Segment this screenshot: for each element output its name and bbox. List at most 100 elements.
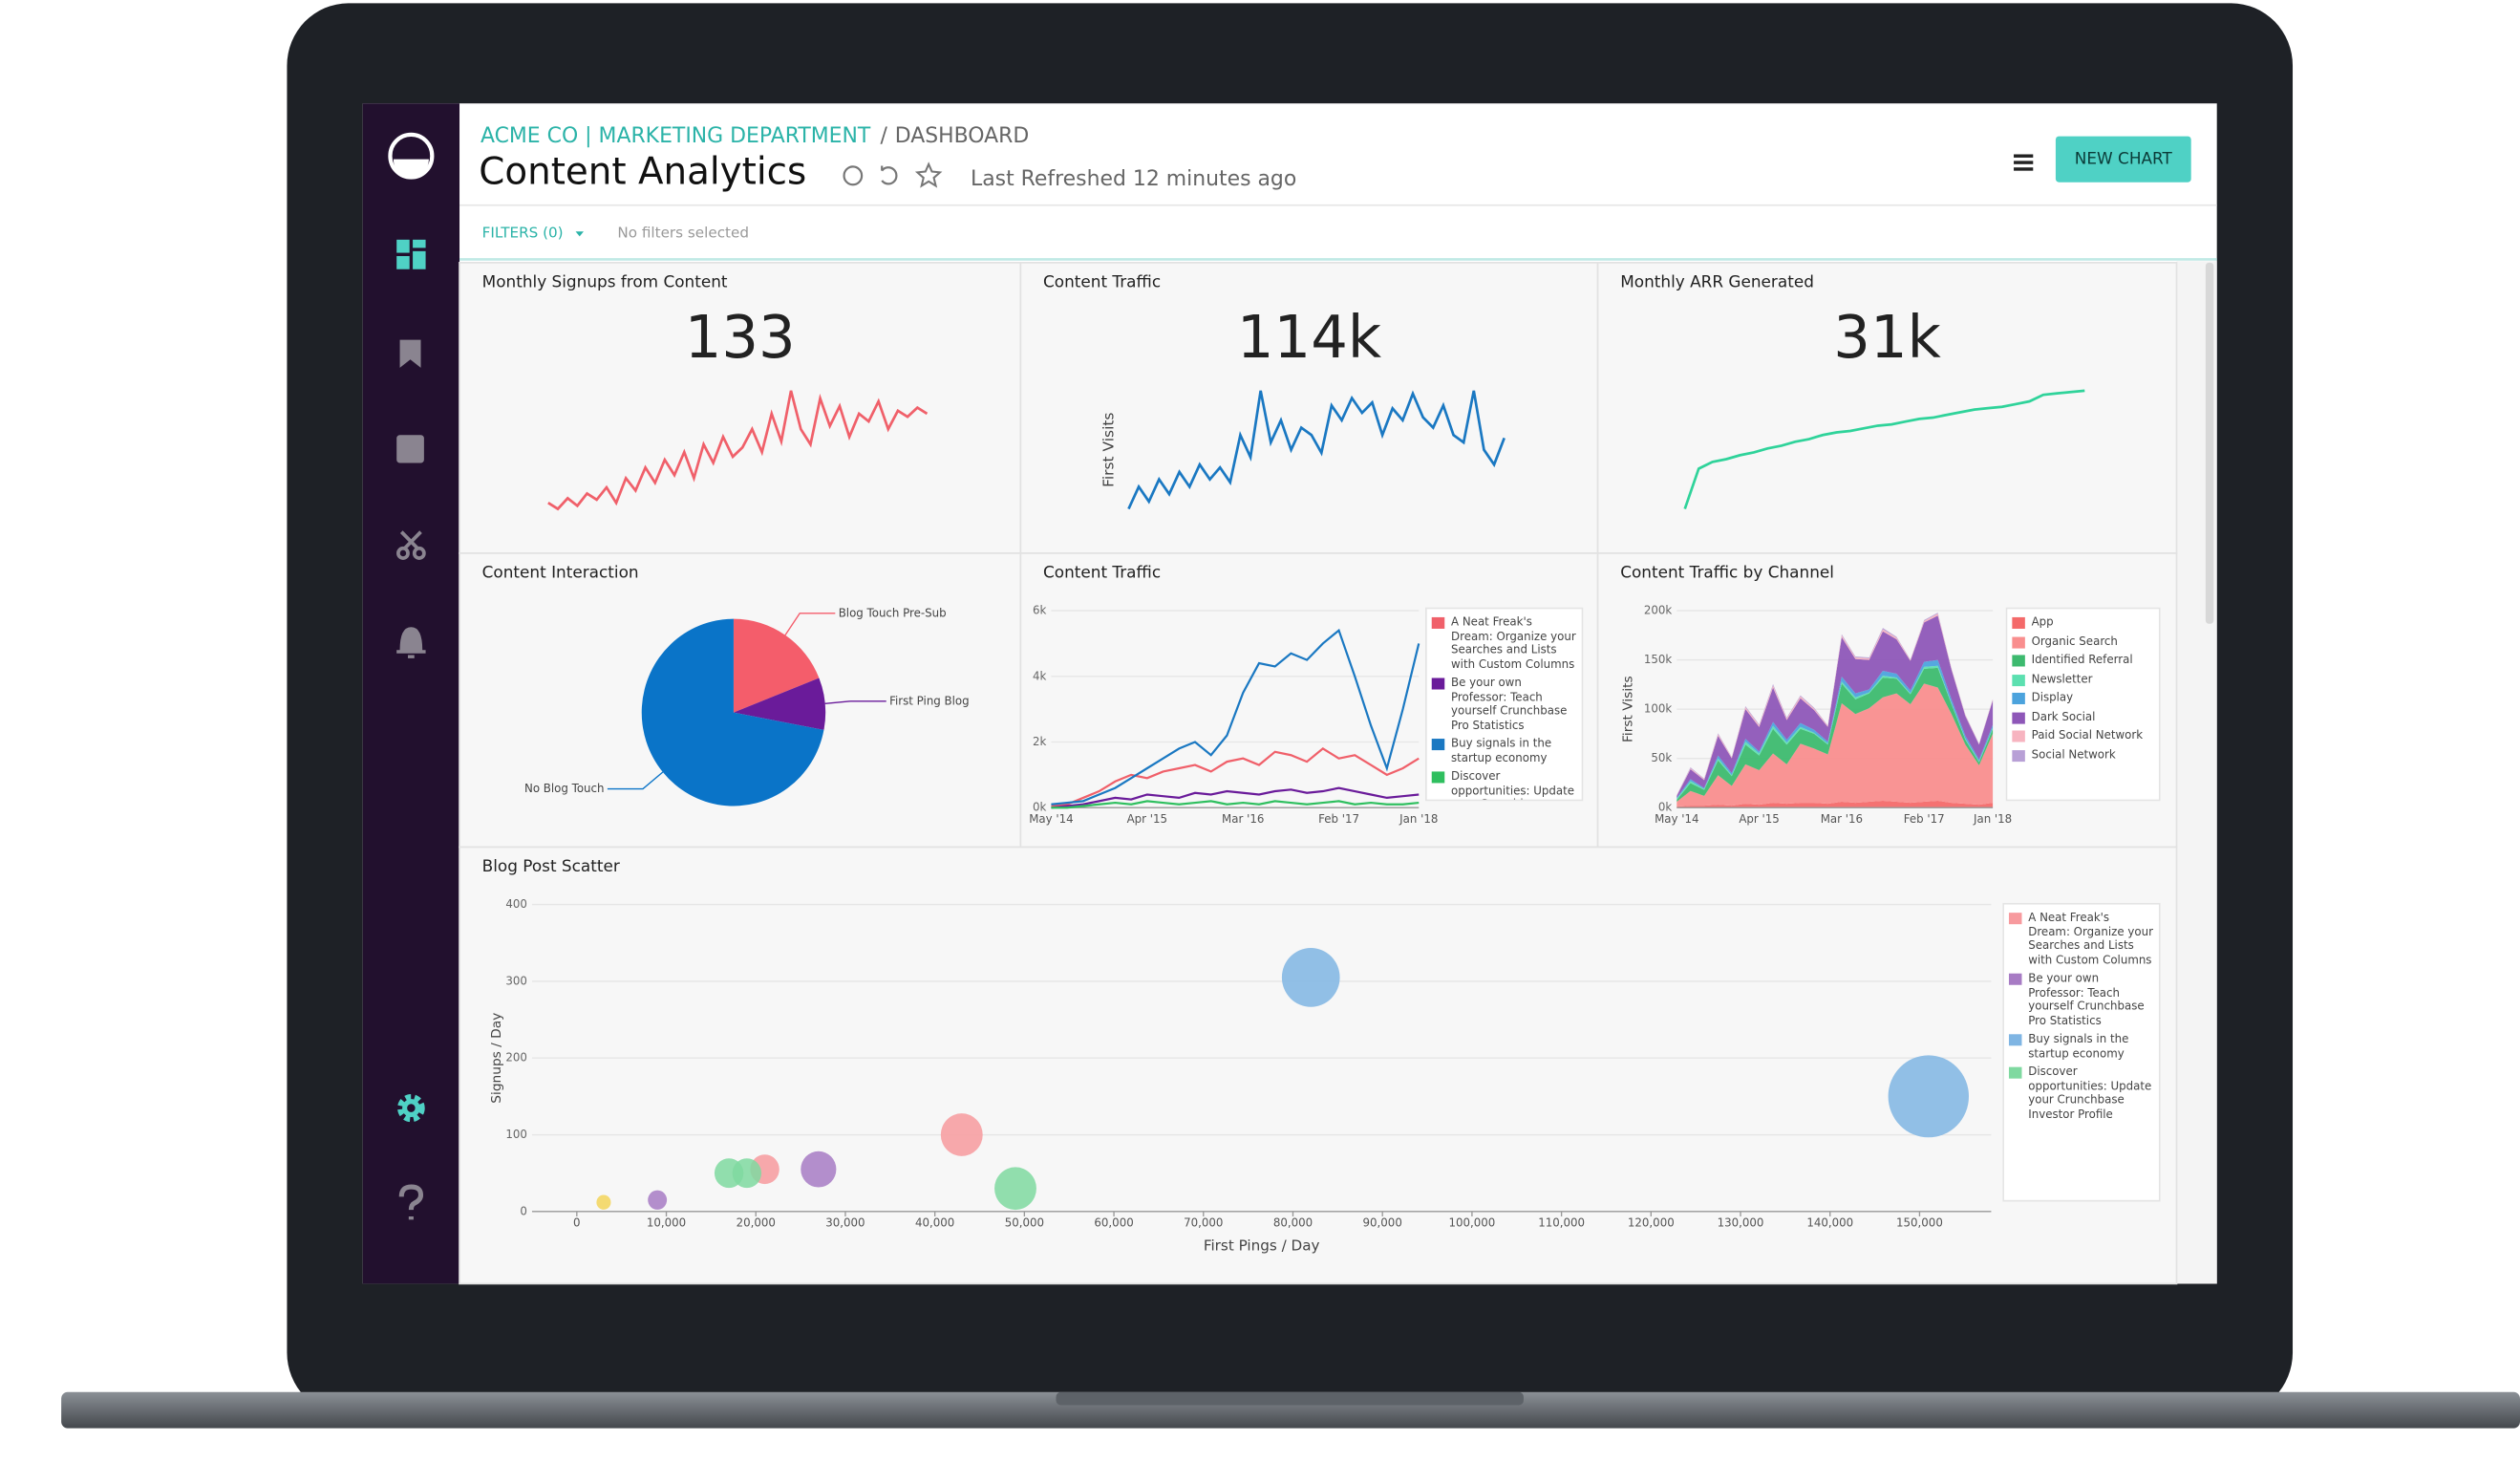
panel-title: Blog Post Scatter — [482, 857, 620, 876]
bookmark-icon[interactable] — [399, 339, 421, 368]
filters-status: No filters selected — [617, 224, 749, 241]
refresh-icon[interactable] — [881, 165, 898, 185]
legend-item[interactable]: Be your own Professor: Teach yourself Cr… — [2008, 972, 2154, 1027]
bubble[interactable] — [732, 1158, 762, 1189]
legend-swatch — [2008, 1034, 2022, 1046]
new-chart-button[interactable] — [2055, 136, 2191, 183]
menu-icon[interactable] — [2014, 154, 2034, 171]
filters-toggle[interactable]: FILTERS (0) — [482, 224, 564, 241]
legend-item[interactable]: Identified Referral — [2012, 654, 2154, 668]
y-axis-title: First Visits — [1100, 412, 1118, 486]
stacked-area — [1676, 667, 1994, 803]
x-tick-label: 110,000 — [1538, 1215, 1585, 1229]
legend-label: Dark Social — [2031, 710, 2096, 723]
legend-swatch — [1431, 677, 1445, 690]
sparkline — [1127, 390, 1506, 510]
legend-swatch — [2012, 674, 2025, 686]
bubble[interactable] — [940, 1113, 983, 1156]
bubble[interactable] — [801, 1151, 837, 1188]
x-tick-label: 40,000 — [915, 1215, 954, 1229]
panel-title: Content Traffic by Channel — [1620, 563, 1834, 582]
legend-box: A Neat Freak's Dream: Organize your Sear… — [2002, 902, 2161, 1202]
y-tick-label: 4k — [1033, 669, 1046, 682]
panel-title: Content Traffic — [1043, 563, 1161, 582]
page-title: Content Analytics — [479, 150, 806, 193]
legend-item[interactable]: Be your own Professor: Teach yourself Cr… — [1431, 677, 1577, 732]
star-icon[interactable] — [914, 161, 943, 188]
legend: A Neat Freak's Dream: Organize your Sear… — [2002, 902, 2161, 1202]
x-tick-label: 10,000 — [647, 1215, 686, 1229]
y-tick-label: 50k — [1651, 751, 1672, 764]
y-tick-label: 0k — [1033, 801, 1046, 814]
legend-label: Organic Search — [2031, 634, 2118, 648]
dashboard-icon[interactable] — [396, 239, 426, 269]
new-chart-label[interactable]: NEW CHART — [2075, 150, 2173, 169]
legend-item[interactable]: Buy signals in the startup economy — [1431, 737, 1577, 764]
help-icon[interactable] — [398, 1184, 424, 1220]
legend-item[interactable]: Buy signals in the startup economy — [2008, 1033, 2154, 1061]
legend: A Neat Freak's Dream: Organize your Sear… — [1424, 607, 1584, 802]
settings-icon[interactable] — [397, 1093, 425, 1123]
x-tick-label: 150,000 — [1896, 1215, 1943, 1229]
pie-leader — [824, 700, 886, 705]
bubble[interactable] — [596, 1194, 611, 1210]
y-tick-label: 400 — [505, 897, 527, 911]
info-icon[interactable] — [843, 165, 864, 186]
charts: Monthly Signups from Content 133 Content T… — [459, 262, 2178, 1285]
panel-title: Content Interaction — [482, 563, 639, 582]
legend-box: A Neat Freak's Dream: Organize your Sear… — [1424, 607, 1584, 802]
legend-item[interactable]: Discover opportunities: Update your Crun… — [2008, 1065, 2154, 1121]
pie-leader — [607, 771, 664, 790]
y-tick-label: 150k — [1644, 653, 1672, 666]
breadcrumb-page: DASHBOARD — [895, 123, 1030, 148]
legend-label: Buy signals in the startup economy — [1451, 737, 1552, 764]
y-tick-label: 200 — [505, 1051, 527, 1065]
legend-item[interactable]: A Neat Freak's Dream: Organize your Sear… — [1431, 615, 1577, 671]
legend-label: Social Network — [2031, 747, 2116, 762]
bell-icon[interactable] — [396, 627, 426, 658]
bubble[interactable] — [1888, 1055, 1970, 1138]
notes-icon[interactable] — [396, 435, 424, 463]
legend-swatch — [2012, 749, 2025, 762]
legend-swatch — [2012, 692, 2025, 704]
legend-item[interactable]: Social Network — [2012, 748, 2154, 763]
filters-caret[interactable] — [575, 231, 584, 237]
legend-item[interactable]: Newsletter — [2012, 672, 2154, 686]
x-tick-label: 50,000 — [1005, 1215, 1044, 1229]
legend-swatch — [1431, 771, 1445, 784]
y-tick-label: 0 — [520, 1204, 527, 1217]
y-tick-label: 100k — [1644, 702, 1672, 716]
pie-label: Blog Touch Pre-Sub — [839, 606, 947, 619]
legend-item[interactable]: Discover opportunities: Update your Crun… — [1431, 770, 1577, 800]
pie-slice — [733, 618, 820, 713]
legend-swatch — [2012, 730, 2025, 742]
legend-item[interactable]: App — [2012, 615, 2154, 630]
kpi-value: 31k — [1833, 304, 1941, 373]
legend-item[interactable]: Display — [2012, 691, 2154, 705]
pie-label: First Ping Blog — [889, 694, 970, 707]
bubble[interactable] — [994, 1167, 1036, 1211]
legend-item[interactable]: Dark Social — [2012, 710, 2154, 724]
legend-label: Newsletter — [2031, 672, 2093, 686]
sidebar — [362, 103, 460, 1284]
y-tick-label: 100 — [505, 1128, 527, 1141]
legend-item[interactable]: Paid Social Network — [2012, 729, 2154, 743]
y-tick-label: 300 — [505, 974, 527, 987]
legend-label: Paid Social Network — [2031, 728, 2144, 742]
legend-item[interactable]: Organic Search — [2012, 634, 2154, 649]
scissors-icon[interactable] — [396, 530, 426, 560]
bubble[interactable] — [1281, 947, 1340, 1007]
x-tick-label: 20,000 — [737, 1215, 776, 1229]
bubble[interactable] — [648, 1190, 668, 1210]
breadcrumb[interactable]: ACME CO | MARKETING DEPARTMENT — [481, 123, 871, 148]
stacked-area — [1676, 801, 1994, 808]
legend-item[interactable]: A Neat Freak's Dream: Organize your Sear… — [2008, 911, 2154, 966]
y-tick-label: 200k — [1644, 604, 1672, 617]
legend-label: A Neat Freak's Dream: Organize your Sear… — [1451, 615, 1576, 671]
series-line — [1051, 628, 1420, 806]
scroll-thumb[interactable] — [2205, 262, 2214, 624]
legend-label: A Neat Freak's Dream: Organize your Sear… — [2028, 911, 2153, 966]
stacked-area — [1676, 683, 1994, 807]
x-tick-label: Feb '17 — [1904, 812, 1945, 826]
panel-title: Monthly Signups from Content — [482, 272, 728, 291]
